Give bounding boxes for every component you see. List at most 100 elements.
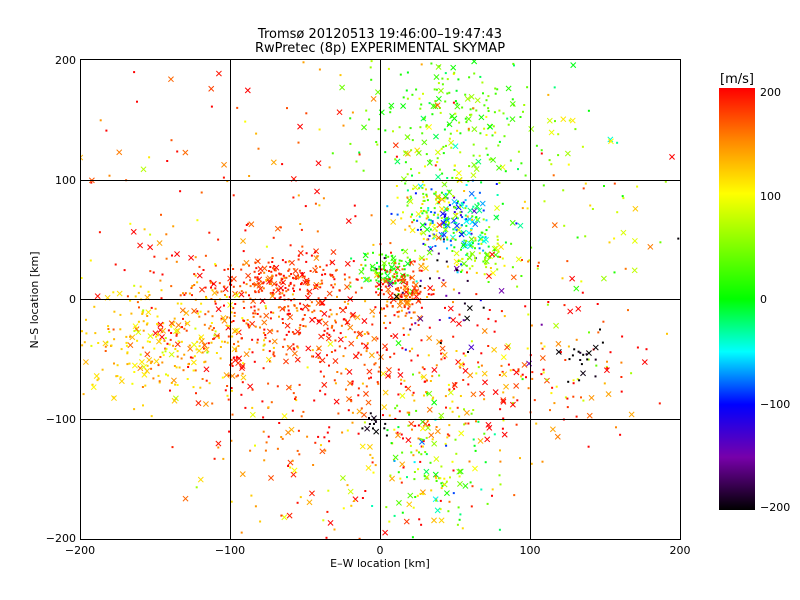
data-point: [411, 93, 414, 96]
data-point: [281, 318, 284, 321]
data-point: [243, 351, 250, 358]
data-point: [453, 196, 456, 199]
data-point: [387, 291, 390, 294]
data-point: [427, 216, 430, 219]
data-point: [441, 181, 448, 188]
data-point: [365, 385, 368, 388]
data-point: [414, 249, 417, 252]
data-point: [392, 333, 399, 339]
data-point: [510, 274, 517, 281]
data-point: [434, 428, 441, 435]
y-axis: 200 100 0 −100 −200 N–S location [km]: [28, 54, 76, 545]
data-point: [288, 275, 291, 278]
data-point: [400, 275, 407, 282]
data-point: [194, 256, 197, 259]
data-point: [136, 339, 139, 342]
data-point: [356, 408, 363, 415]
data-point: [143, 228, 146, 231]
data-point: [419, 425, 426, 432]
data-point: [297, 346, 300, 349]
data-point: [276, 287, 279, 290]
data-point: [204, 286, 207, 289]
data-point: [578, 379, 581, 382]
data-point: [368, 352, 375, 359]
data-point: [281, 278, 284, 281]
data-point: [551, 222, 558, 229]
data-point: [436, 216, 439, 219]
data-point: [439, 508, 442, 511]
data-point: [248, 175, 251, 177]
data-point: [420, 375, 423, 378]
data-point: [371, 505, 374, 507]
data-point: [168, 351, 175, 358]
data-point: [423, 184, 426, 187]
data-point: [431, 438, 434, 441]
data-point: [511, 266, 514, 269]
data-point: [296, 345, 299, 348]
data-point: [222, 176, 225, 179]
data-point: [291, 331, 294, 334]
data-point: [459, 366, 462, 369]
data-point: [447, 218, 450, 221]
data-point: [339, 307, 346, 314]
data-point: [236, 106, 239, 109]
data-point: [431, 222, 434, 224]
data-point: [472, 465, 478, 472]
data-point: [242, 263, 245, 266]
data-point: [458, 415, 461, 418]
data-point: [524, 174, 527, 177]
data-point: [430, 489, 433, 492]
data-point: [429, 246, 432, 248]
data-point: [427, 209, 430, 212]
data-point: [411, 174, 413, 177]
data-point: [262, 430, 265, 433]
data-point: [380, 268, 383, 271]
data-point: [438, 319, 441, 321]
data-point: [418, 263, 425, 270]
data-point: [587, 358, 590, 361]
data-point: [214, 330, 217, 333]
data-point: [334, 269, 337, 272]
data-point: [243, 319, 246, 322]
data-point: [450, 317, 457, 324]
data-point: [85, 332, 88, 335]
data-point: [358, 151, 361, 154]
data-point: [484, 256, 487, 259]
data-point: [279, 305, 286, 312]
data-point: [398, 410, 401, 413]
data-point: [368, 377, 370, 380]
data-point: [613, 271, 616, 274]
data-point: [222, 457, 225, 460]
data-point: [540, 323, 543, 326]
data-point: [471, 218, 474, 221]
data-point: [188, 254, 195, 261]
data-point: [344, 336, 347, 338]
data-point: [501, 427, 504, 430]
data-point: [388, 520, 391, 523]
data-point: [398, 278, 401, 281]
data-point: [564, 359, 567, 361]
data-point: [477, 361, 480, 364]
data-point: [90, 181, 93, 184]
data-point: [519, 116, 522, 118]
data-point: [344, 367, 347, 370]
data-point: [148, 294, 151, 296]
data-point: [394, 265, 401, 272]
data-point: [157, 374, 160, 377]
data-point: [381, 404, 388, 411]
data-point: [446, 78, 449, 81]
data-point: [248, 326, 251, 329]
data-point: [446, 433, 449, 436]
data-point: [292, 196, 295, 199]
data-point: [457, 480, 463, 487]
data-point: [309, 270, 312, 272]
data-point: [549, 409, 551, 412]
data-point: [389, 356, 392, 359]
data-point: [278, 315, 280, 318]
data-point: [470, 412, 473, 415]
data-point: [324, 273, 327, 276]
data-point: [439, 477, 442, 480]
data-point: [483, 273, 486, 276]
data-point: [105, 129, 108, 132]
data-point: [165, 257, 168, 260]
